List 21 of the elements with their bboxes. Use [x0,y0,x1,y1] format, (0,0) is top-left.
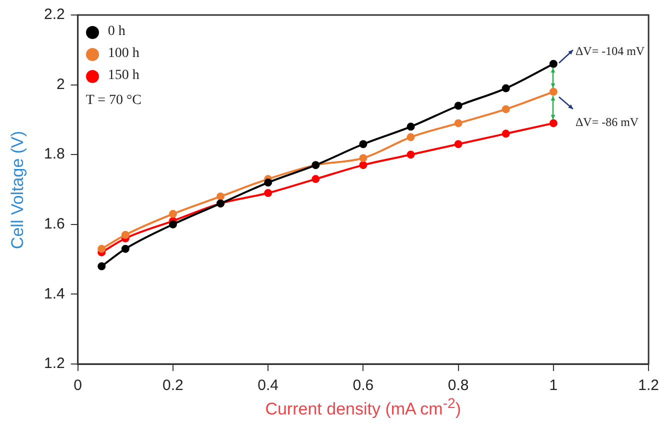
legend-label: 0 h [108,24,126,40]
x-tick-label: 1 [549,377,558,394]
annotation: ΔV= -86 mV [575,115,639,130]
annotation: T = 70 °C [86,93,142,109]
y-tick-label: 2 [56,76,65,93]
y-tick-label: 1.6 [44,216,65,233]
x-axis-title: Current density (mA cm$^{-2}$) [265,396,462,420]
y-tick-label: 2.2 [44,6,65,24]
x-tick-label: 0.2 [162,377,184,394]
x-tick-label: 1.2 [638,377,660,394]
x-tick-label: 0.6 [352,377,374,394]
x-tick-label: 0.8 [448,377,469,394]
annotation: ΔV= -104 mV [575,44,645,59]
x-tick-label: 0.4 [258,377,279,394]
y-tick-label: 1.4 [44,285,65,302]
x-tick-label: 0 [74,377,82,394]
legend-label: 150 h [108,68,140,84]
y-tick-label: 1.2 [44,355,65,372]
legend-label: 100 h [108,46,140,62]
y-axis-title: Cell Voltage (V) [8,130,28,249]
y-tick-label: 1.8 [44,146,65,163]
